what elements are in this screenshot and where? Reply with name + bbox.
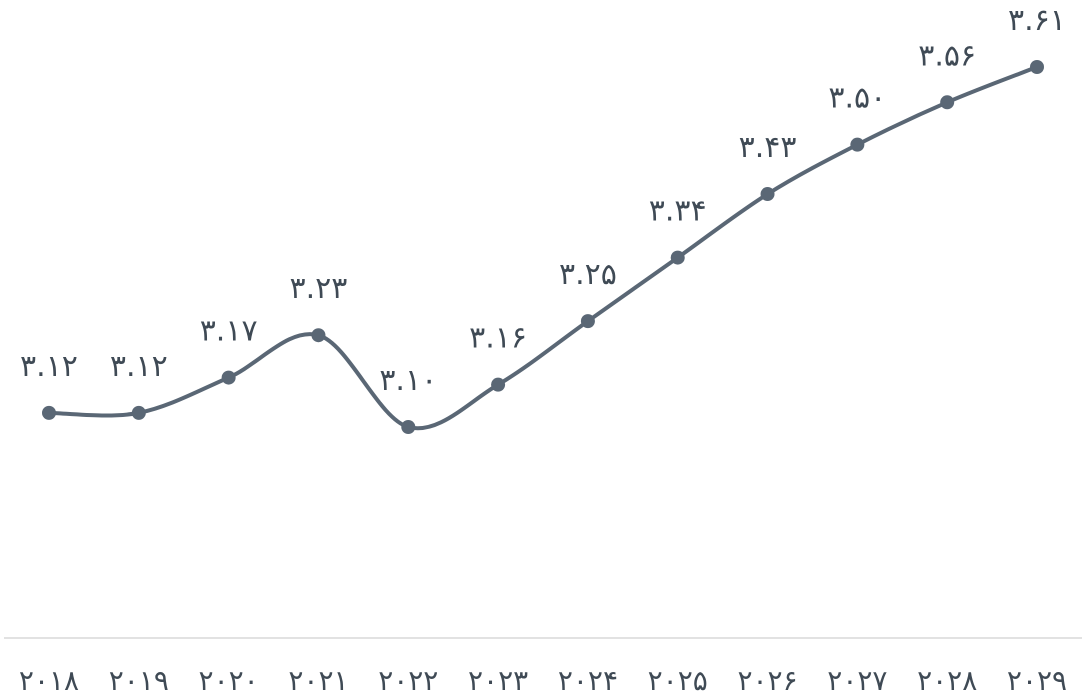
x-tick-label-9: ۲۰۲۷ xyxy=(827,664,887,694)
x-tick-label-11: ۲۰۲۹ xyxy=(1007,664,1067,694)
data-label-0: ۳.۱۲ xyxy=(20,349,78,384)
data-point-11 xyxy=(1030,60,1044,74)
data-point-10 xyxy=(940,95,955,110)
x-tick-label-0: ۲۰۱۸ xyxy=(19,664,79,694)
data-point-3 xyxy=(311,328,326,343)
x-tick-label-7: ۲۰۲۵ xyxy=(648,664,708,694)
data-point-4 xyxy=(401,420,416,434)
data-label-10: ۳.۵۶ xyxy=(918,38,976,73)
markers-group xyxy=(42,60,1044,434)
data-label-8: ۳.۴۳ xyxy=(739,130,797,165)
series-line xyxy=(47,65,1039,431)
data-point-8 xyxy=(760,187,775,202)
x-tick-label-3: ۲۰۲۱ xyxy=(288,664,348,694)
data-point-7 xyxy=(670,250,685,265)
x-tick-label-2: ۲۰۲۰ xyxy=(199,664,259,694)
x-tick-label-10: ۲۰۲۸ xyxy=(917,664,977,694)
data-point-0 xyxy=(42,405,56,420)
data-point-2 xyxy=(221,370,236,385)
data-point-9 xyxy=(850,137,865,152)
data-label-2: ۳.۱۷ xyxy=(200,314,258,349)
data-label-9: ۳.۵۰ xyxy=(828,81,886,116)
data-label-5: ۳.۱۶ xyxy=(469,321,527,356)
x-tick-label-5: ۲۰۲۳ xyxy=(468,664,528,694)
data-point-6 xyxy=(580,314,595,329)
data-label-11: ۳.۶۱ xyxy=(1008,3,1066,38)
x-tick-label-6: ۲۰۲۴ xyxy=(558,664,618,694)
data-point-5 xyxy=(491,377,506,392)
data-label-6: ۳.۲۵ xyxy=(559,257,617,292)
data-labels-group: ۳.۱۲ ۳.۱۲ ۳.۱۷ ۳.۲۳ ۳.۱۰ ۳.۱۶ ۳.۲۵ ۳.۳۴ ۳.۴۳ ۳.۵۰… xyxy=(20,3,1066,398)
data-label-1: ۳.۱۲ xyxy=(110,349,168,384)
x-tick-labels: ۲۰۱۸ ۲۰۱۹ ۲۰۲۰ ۲۰۲۱ ۲۰۲۲ ۲۰۲۳ ۲۰۲۴ ۲۰۲۵ ۲۰۲۶ ۲۰۲۷… xyxy=(19,664,1067,694)
x-tick-label-1: ۲۰۱۹ xyxy=(109,664,169,694)
data-label-3: ۳.۲۳ xyxy=(290,271,348,306)
data-label-7: ۳.۳۴ xyxy=(649,194,707,229)
x-tick-label-4: ۲۰۲۲ xyxy=(378,664,438,694)
x-tick-label-8: ۲۰۲۶ xyxy=(737,664,797,694)
data-label-4: ۳.۱۰ xyxy=(379,363,437,398)
data-point-1 xyxy=(131,405,146,420)
